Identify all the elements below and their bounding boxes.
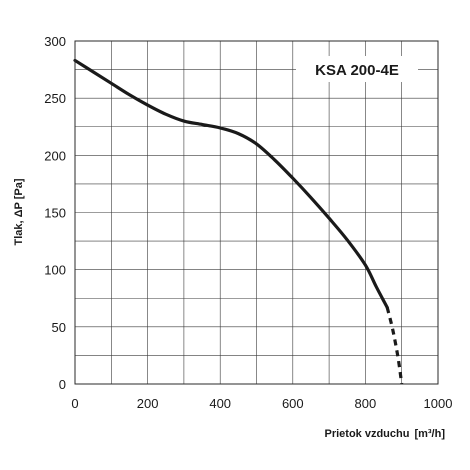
y-tick-label: 200 [44,148,66,163]
y-tick-label: 300 [44,34,66,49]
x-axis-title: Prietok vzduchu [m³/h] [324,428,445,440]
y-tick-label: 150 [44,206,66,221]
curve-layer [73,58,404,385]
x-tick-label: 800 [355,396,377,411]
grid [75,41,438,384]
x-tick-label: 600 [282,396,304,411]
tick-labels: 0 200 400 600 800 1000 0 50 100 150 200 250 300 [44,34,452,411]
plot-frame [74,40,439,385]
x-tick-label: 1000 [424,396,453,411]
x-tick-label: 0 [71,396,78,411]
x-tick-label: 200 [137,396,159,411]
curve-extrapolated-segment [385,307,404,385]
y-axis-title: Tlak, ΔP [Pa] [13,178,25,245]
x-axis-title-text: Prietok vzduchu [324,428,409,440]
y-tick-label: 50 [52,320,66,335]
model-label-background [296,56,418,82]
x-axis-title-unit: [m³/h] [414,428,445,440]
fan-performance-curve [73,58,389,309]
y-tick-label: 100 [44,263,66,278]
y-tick-label: 250 [44,91,66,106]
y-tick-label: 0 [59,377,66,392]
model-label: KSA 200-4E [315,62,399,79]
x-tick-label: 400 [209,396,231,411]
